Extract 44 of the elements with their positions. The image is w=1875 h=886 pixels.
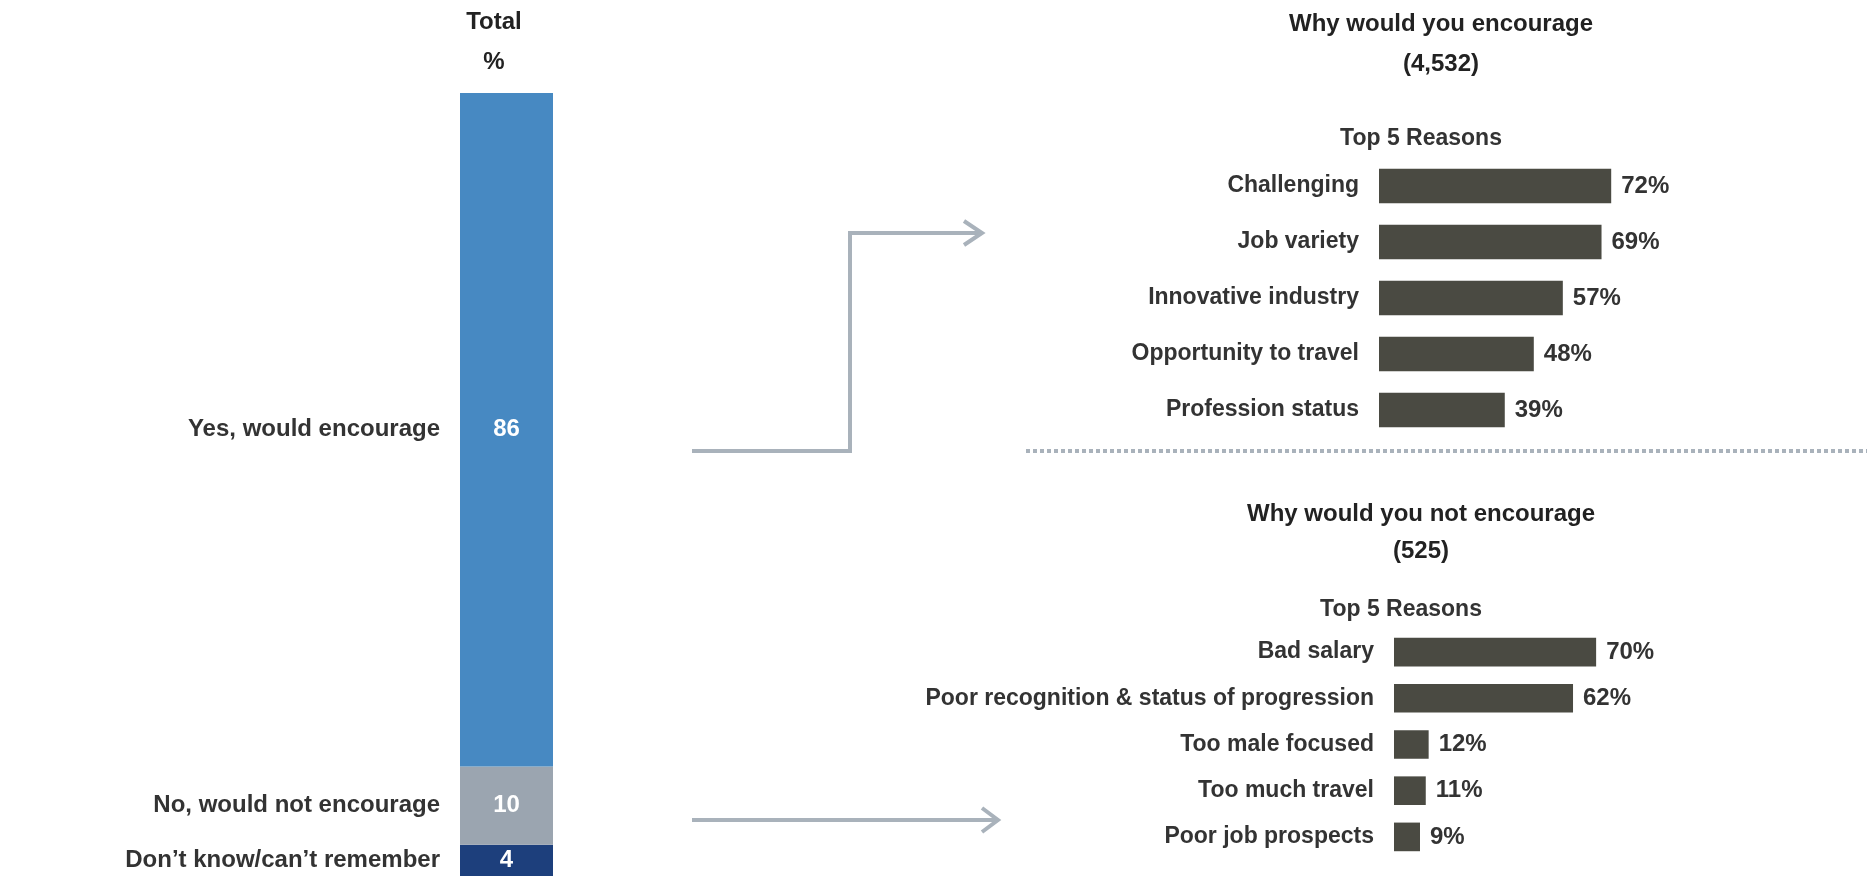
y-tick-label: Opportunity to travel [1131,339,1359,366]
series-label: Don’t know/can’t remember [125,844,440,872]
y-tick-label: Profession status [1166,395,1359,422]
chart-title: Why would you encourage [1288,8,1594,36]
data-label: 11% [1435,775,1483,803]
y-tick-label: Job variety [1237,227,1360,254]
data-label: 39% [1514,394,1563,422]
y-tick-label: Too much travel [1198,776,1374,803]
text: Top 5 Reasons [1340,123,1502,150]
bar [1379,224,1602,260]
y-tick-label: Challenging [1227,171,1359,198]
series-label: No, would not encourage [153,790,440,818]
chart-subtitle: (525) [1392,535,1450,563]
bar [1394,683,1574,713]
data-label: 10 [493,790,520,818]
data-label: 72% [1621,170,1670,198]
bar [1379,280,1563,316]
y-tick-label: Innovative industry [1148,283,1360,310]
data-label: 9% [1429,821,1465,849]
data-label: 48% [1543,338,1592,366]
bar [1379,168,1612,204]
bar [1394,730,1429,759]
data-label: 86 [493,414,520,442]
data-label: 57% [1572,282,1621,310]
bar [1379,336,1534,372]
data-label: 69% [1611,226,1660,254]
data-label: 70% [1606,636,1655,664]
bar [1394,776,1426,806]
chart-subtitle: % [483,46,505,74]
bar [1394,822,1420,852]
data-label: 4 [499,844,514,872]
y-tick-label: Bad salary [1257,637,1375,664]
y-tick-label: Too male focused [1180,729,1374,756]
chart-subtitle: (4,532) [1402,48,1480,76]
bar [1394,637,1597,667]
bar [1379,392,1505,428]
series-label: Yes, would encourage [187,414,440,442]
chart-title: Why would you not encourage [1247,498,1595,526]
chart-title: Total [466,6,522,34]
data-label: 12% [1438,729,1487,757]
y-tick-label: Poor job prospects [1164,822,1374,849]
text: Top 5 Reasons [1320,594,1482,621]
data-label: 62% [1583,682,1632,710]
y-tick-label: Poor recognition & status of progression [925,683,1374,710]
